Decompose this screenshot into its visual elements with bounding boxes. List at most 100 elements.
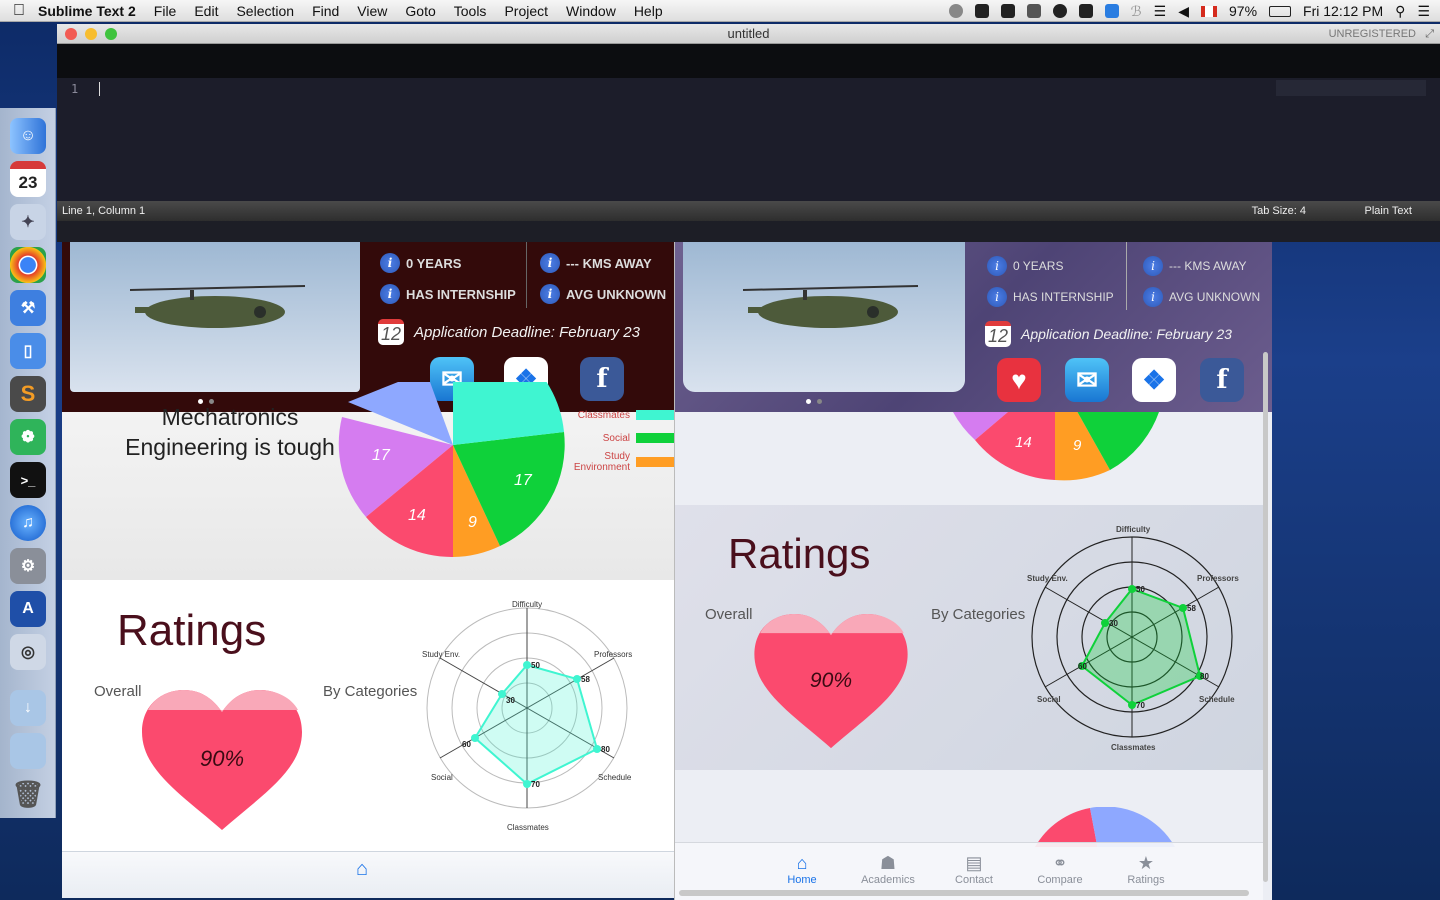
sublime-text-icon[interactable]: S xyxy=(10,376,46,412)
zoom-button[interactable] xyxy=(105,28,117,40)
title-bar[interactable]: untitled UNREGISTERED ⤢ xyxy=(57,24,1440,44)
line-gutter: 1 xyxy=(57,78,97,221)
ios-simulator-icon[interactable]: ▯ xyxy=(10,333,46,369)
info-icon: i xyxy=(987,256,1007,276)
spotlight-search-icon[interactable]: ⚲ xyxy=(1395,2,1406,19)
radar-axis-label: Schedule xyxy=(598,773,632,782)
radar-axis-label: Classmates xyxy=(507,823,549,832)
tab-contact[interactable]: ▤ Contact xyxy=(931,852,1017,886)
heart-favorite-icon[interactable]: ♥ xyxy=(997,358,1041,402)
menu-find[interactable]: Find xyxy=(312,2,340,19)
line-number: 1 xyxy=(71,82,79,96)
pie-label: 9 xyxy=(468,514,477,531)
menu-file[interactable]: File xyxy=(153,2,177,19)
radar-chart: 50 58 80 70 60 30 Difficulty Professors … xyxy=(422,600,632,832)
radar-value: 80 xyxy=(1200,672,1209,681)
tab-bar: ⌂ xyxy=(62,851,674,898)
xcode-icon[interactable]: ⚒ xyxy=(10,290,46,326)
bluetooth-icon[interactable]: ℬ xyxy=(1130,2,1142,19)
minimap[interactable] xyxy=(1276,80,1426,96)
calendar-icon[interactable]: 23 xyxy=(10,161,46,197)
horizontal-scrollbar[interactable] xyxy=(679,890,1249,896)
volume-icon[interactable]: ◀ xyxy=(1178,2,1189,19)
tab-home[interactable]: ⌂ Home xyxy=(759,852,845,886)
menu-window[interactable]: Window xyxy=(566,2,616,19)
graduation-cap-icon: ☗ xyxy=(879,853,897,873)
menu-edit[interactable]: Edit xyxy=(194,2,219,19)
dropbox-icon[interactable] xyxy=(1104,4,1119,18)
tab-size[interactable]: Tab Size: 4 xyxy=(1251,205,1306,217)
chrome-icon[interactable] xyxy=(10,247,46,283)
home-icon[interactable]: ⌂ xyxy=(356,858,369,880)
screen-icon[interactable] xyxy=(1026,4,1041,18)
legend-study-environment: Study Environment xyxy=(562,451,630,473)
contact-card-icon: ▤ xyxy=(965,853,983,873)
apple-menu-icon[interactable]:  xyxy=(0,2,38,20)
menu-bar:  Sublime Text 2 File Edit Selection Fin… xyxy=(0,0,1440,22)
mail-icon[interactable]: ✉ xyxy=(1065,358,1109,402)
info-years: i 0 YEARS xyxy=(987,256,1063,276)
radar-point xyxy=(1101,619,1109,627)
page-dots[interactable] xyxy=(198,399,214,404)
pie-chart: 17 17 14 9 xyxy=(338,382,565,558)
pie-slice-orange xyxy=(453,445,500,557)
tab-compare[interactable]: ⚭ Compare xyxy=(1017,852,1103,886)
vertical-scrollbar[interactable] xyxy=(1263,352,1268,882)
radar-point xyxy=(1196,672,1204,680)
helicopter-image xyxy=(129,285,306,328)
calendar-icon: 12 xyxy=(378,319,404,345)
tab-academics[interactable]: ☗ Academics xyxy=(845,852,931,886)
evernote-status-icon[interactable] xyxy=(1078,4,1093,18)
info-icon: i xyxy=(1143,287,1163,307)
preview-icon[interactable]: ✦ xyxy=(10,204,46,240)
menu-selection[interactable]: Selection xyxy=(236,2,295,19)
facebook-icon[interactable]: f xyxy=(1200,358,1244,402)
image-capture-icon[interactable]: ◎ xyxy=(10,634,46,670)
downloads-folder-icon[interactable]: ↓ xyxy=(10,690,46,726)
cup-icon[interactable] xyxy=(1000,4,1015,18)
battery-icon[interactable] xyxy=(1269,5,1292,17)
terminal-icon[interactable]: >_ xyxy=(10,462,46,498)
input-source-flag-icon[interactable] xyxy=(1201,5,1217,17)
trash-icon[interactable]: 🗑 xyxy=(11,778,45,809)
menu-goto[interactable]: Goto xyxy=(405,2,436,19)
wifi-icon[interactable]: ☰ xyxy=(1153,2,1167,19)
app-menu[interactable]: Sublime Text 2 xyxy=(38,2,136,19)
close-button[interactable] xyxy=(65,28,77,40)
menu-project[interactable]: Project xyxy=(504,2,549,19)
radar-point xyxy=(471,734,479,742)
cloud-icon[interactable] xyxy=(1052,4,1067,18)
home-icon: ⌂ xyxy=(796,853,808,873)
pie-slice-orange xyxy=(1055,412,1110,481)
menu-help[interactable]: Help xyxy=(633,2,663,19)
evernote-icon[interactable]: ❁ xyxy=(10,419,46,455)
safari-icon[interactable]: ❖ xyxy=(1132,358,1176,402)
syntax-mode[interactable]: Plain Text xyxy=(1364,205,1413,217)
page-dots[interactable] xyxy=(806,399,822,404)
minimize-button[interactable] xyxy=(85,28,97,40)
tab-label: Contact xyxy=(955,874,993,886)
fullscreen-icon[interactable]: ⤢ xyxy=(1425,28,1434,40)
radar-point xyxy=(523,661,531,669)
tab-ratings[interactable]: ★ Ratings xyxy=(1103,852,1189,886)
menu-tools[interactable]: Tools xyxy=(453,2,487,19)
system-preferences-icon[interactable]: ⚙ xyxy=(10,548,46,584)
notification-icon[interactable] xyxy=(948,4,963,18)
clock[interactable]: Fri 12:12 PM xyxy=(1303,3,1384,19)
notification-center-icon[interactable]: ☰ xyxy=(1417,2,1430,19)
documents-folder-icon[interactable] xyxy=(10,733,46,769)
course-description: Mechatronics Engineering is tough xyxy=(100,402,360,462)
application-deadline: 12 Application Deadline: February 23 xyxy=(378,319,640,345)
app-store-icon[interactable]: A xyxy=(10,591,46,627)
info-internship: i HAS INTERNSHIP xyxy=(380,284,516,304)
battery-percent[interactable]: 97% xyxy=(1229,3,1258,19)
by-categories-label: By Categories xyxy=(323,683,418,700)
itunes-icon[interactable]: ♫ xyxy=(10,505,46,541)
finder-icon[interactable]: ☺ xyxy=(10,118,46,154)
gear-icon[interactable] xyxy=(974,4,989,18)
editor-area[interactable]: 1 Line 1, Column 1 Tab Size: 4 Plain Tex… xyxy=(57,78,1440,221)
menu-view[interactable]: View xyxy=(357,2,388,19)
facebook-icon[interactable]: f xyxy=(580,357,624,401)
tab-strip[interactable] xyxy=(57,44,1440,78)
divider xyxy=(1126,242,1127,310)
